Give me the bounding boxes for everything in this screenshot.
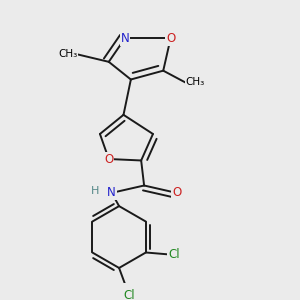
Text: N: N [107,186,116,200]
Text: H: H [91,186,99,197]
Text: CH₃: CH₃ [58,50,78,59]
Text: Cl: Cl [124,290,135,300]
Text: Cl: Cl [168,248,180,261]
Text: O: O [166,32,175,45]
Text: O: O [104,152,113,166]
Text: N: N [121,32,129,45]
Text: O: O [172,186,181,200]
Text: CH₃: CH₃ [185,77,205,87]
